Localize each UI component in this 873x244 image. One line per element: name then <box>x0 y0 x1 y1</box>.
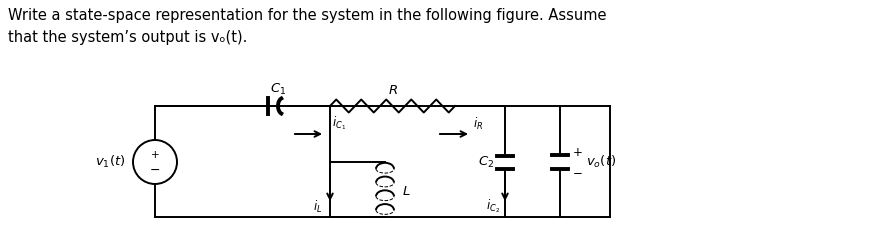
Text: that the system’s output is vₒ(t).: that the system’s output is vₒ(t). <box>8 30 247 45</box>
Text: $L$: $L$ <box>402 185 410 198</box>
Text: $v_o(t)$: $v_o(t)$ <box>586 154 616 170</box>
Text: $i_{C_2}$: $i_{C_2}$ <box>486 197 500 215</box>
Text: $-$: $-$ <box>572 165 582 179</box>
Text: $R$: $R$ <box>388 84 397 97</box>
Text: $+$: $+$ <box>150 150 160 161</box>
Text: $+$: $+$ <box>572 145 582 159</box>
Text: $C_1$: $C_1$ <box>270 82 286 97</box>
Text: $C_2$: $C_2$ <box>478 154 494 170</box>
Text: $-$: $-$ <box>149 163 161 175</box>
Text: $i_L$: $i_L$ <box>313 199 322 215</box>
Text: $i_{C_1}$: $i_{C_1}$ <box>332 114 346 132</box>
Text: $i_R$: $i_R$ <box>473 116 484 132</box>
Text: Write a state-space representation for the system in the following figure. Assum: Write a state-space representation for t… <box>8 8 607 23</box>
Text: $v_1(t)$: $v_1(t)$ <box>94 154 125 170</box>
